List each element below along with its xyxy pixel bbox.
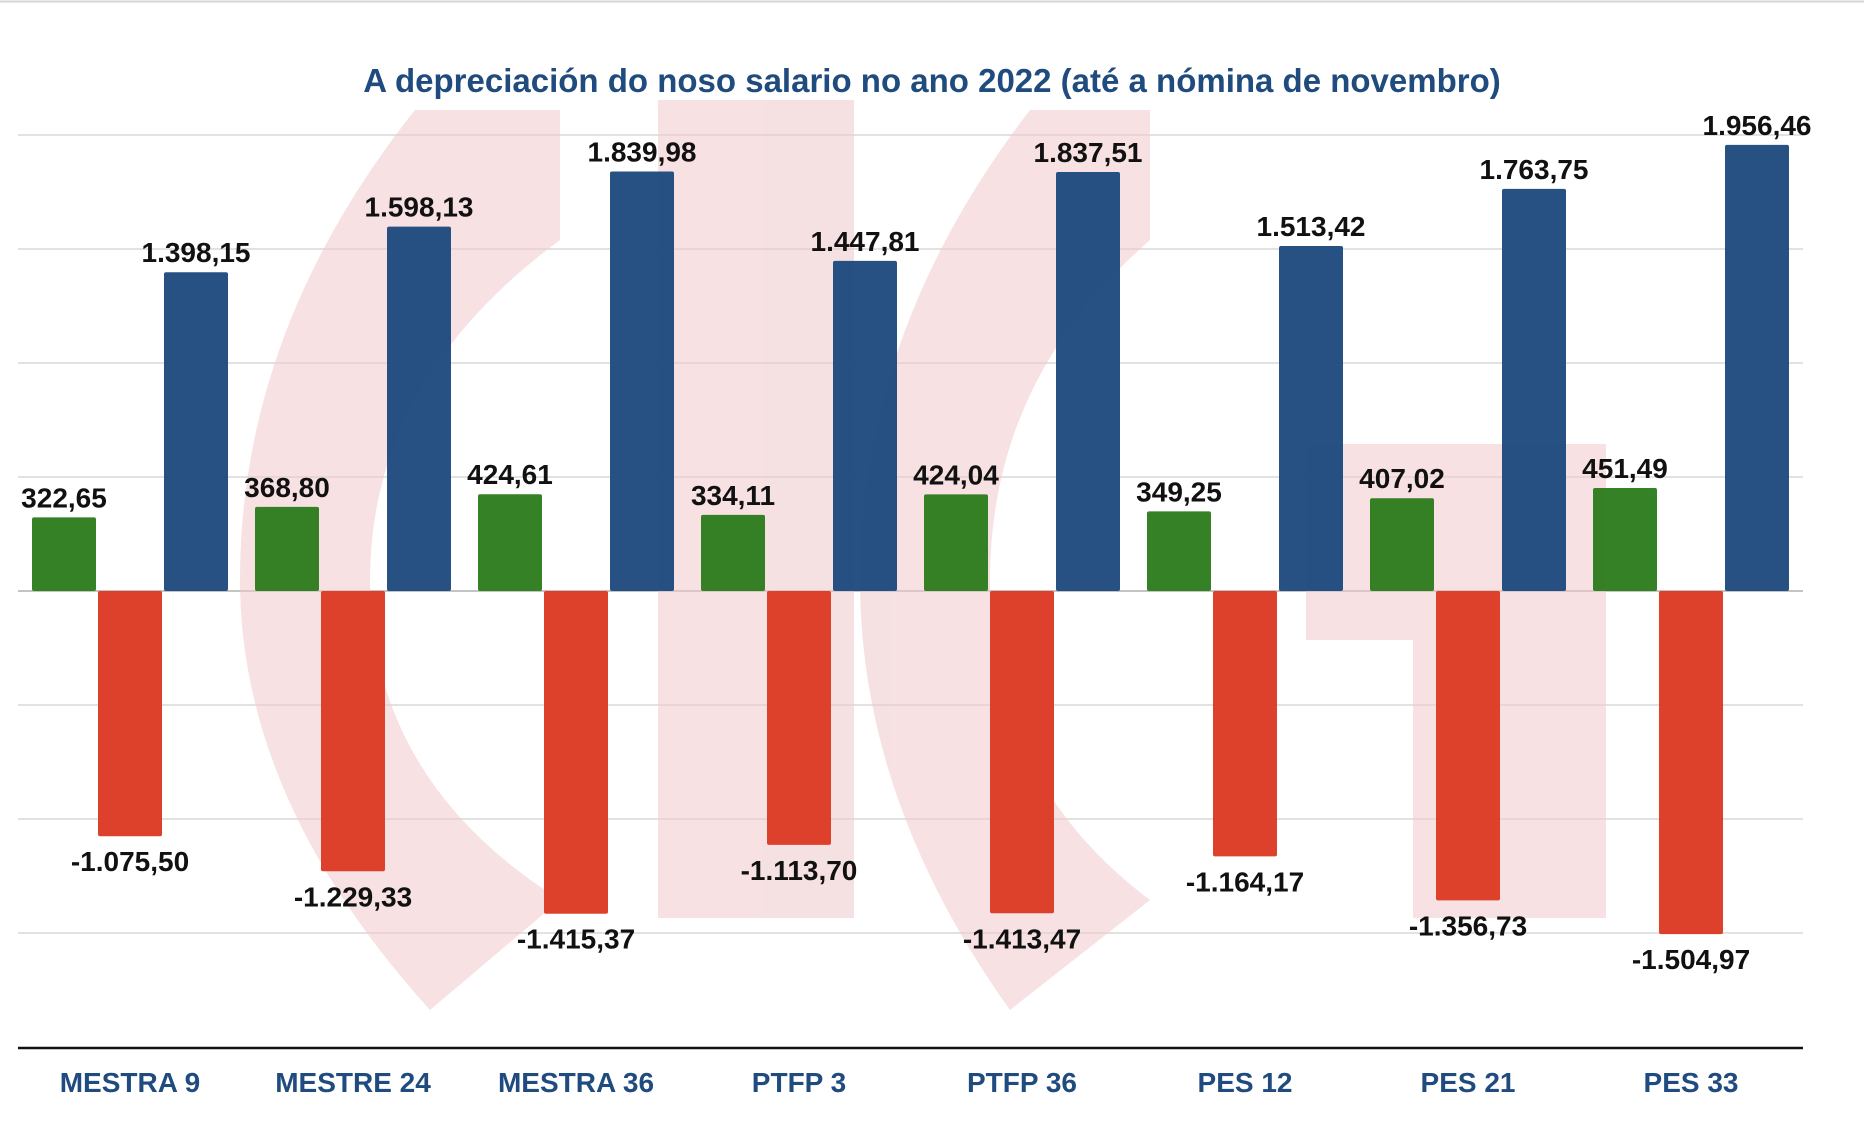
category-label-1: MESTRA 9 bbox=[60, 1067, 201, 1098]
category-label-3: MESTRA 36 bbox=[498, 1067, 654, 1098]
value-label-red-4: -1.113,70 bbox=[741, 855, 858, 886]
value-label-blue-2: 1.598,13 bbox=[365, 192, 474, 223]
bar-green-2 bbox=[255, 506, 319, 591]
bar-red-4 bbox=[767, 591, 831, 845]
value-label-blue-4: 1.447,81 bbox=[811, 226, 920, 257]
bar-blue-8 bbox=[1725, 144, 1789, 591]
value-label-blue-3: 1.839,98 bbox=[588, 136, 697, 167]
category-labels: MESTRA 9 MESTRE 24 MESTRA 36 PTFP 3 PTFP 36 P… bbox=[60, 1067, 1739, 1098]
bar-green-8 bbox=[1593, 488, 1657, 591]
value-label-green-5: 424,04 bbox=[913, 459, 999, 490]
bar-blue-5 bbox=[1056, 172, 1120, 591]
chart-title: A depreciación do noso salario no ano 20… bbox=[363, 62, 1501, 99]
value-label-green-6: 349,25 bbox=[1136, 476, 1222, 507]
bar-red-3 bbox=[544, 591, 608, 914]
bar-red-2 bbox=[321, 591, 385, 872]
value-labels: 322,65 -1.075,50 1.398,15 368,80 -1.229,33 1.… bbox=[21, 110, 1811, 975]
bars bbox=[32, 144, 1789, 935]
value-label-green-7: 407,02 bbox=[1359, 463, 1445, 494]
value-label-green-4: 334,11 bbox=[691, 480, 775, 511]
bar-green-7 bbox=[1370, 498, 1434, 591]
bar-blue-2 bbox=[387, 226, 451, 592]
category-label-8: PES 33 bbox=[1644, 1067, 1739, 1098]
bar-green-5 bbox=[924, 494, 988, 591]
value-label-red-6: -1.164,17 bbox=[1186, 866, 1304, 897]
category-label-5: PTFP 36 bbox=[967, 1067, 1077, 1098]
category-label-4: PTFP 3 bbox=[752, 1067, 846, 1098]
value-label-blue-5: 1.837,51 bbox=[1034, 137, 1143, 168]
bar-blue-6 bbox=[1279, 245, 1343, 591]
bar-red-6 bbox=[1213, 591, 1277, 857]
bar-green-3 bbox=[478, 494, 542, 591]
bar-red-5 bbox=[990, 591, 1054, 914]
value-label-blue-6: 1.513,42 bbox=[1257, 211, 1366, 242]
value-label-red-7: -1.356,73 bbox=[1409, 910, 1527, 941]
bar-red-7 bbox=[1436, 591, 1500, 901]
value-label-blue-8: 1.956,46 bbox=[1703, 110, 1812, 141]
bar-red-8 bbox=[1659, 591, 1723, 935]
value-label-red-5: -1.413,47 bbox=[963, 923, 1081, 954]
category-label-2: MESTRE 24 bbox=[275, 1067, 431, 1098]
value-label-green-1: 322,65 bbox=[21, 482, 107, 513]
bar-blue-1 bbox=[164, 272, 228, 591]
category-label-6: PES 12 bbox=[1198, 1067, 1293, 1098]
value-label-red-1: -1.075,50 bbox=[71, 846, 189, 877]
value-label-red-3: -1.415,37 bbox=[517, 924, 635, 955]
value-label-green-8: 451,49 bbox=[1582, 453, 1668, 484]
bar-blue-7 bbox=[1502, 188, 1566, 592]
value-label-green-3: 424,61 bbox=[467, 459, 553, 490]
category-label-7: PES 21 bbox=[1421, 1067, 1516, 1098]
bar-red-1 bbox=[98, 591, 162, 837]
bar-blue-3 bbox=[610, 171, 674, 591]
value-label-red-8: -1.504,97 bbox=[1632, 944, 1750, 975]
value-label-blue-1: 1.398,15 bbox=[142, 237, 251, 268]
value-label-blue-7: 1.763,75 bbox=[1480, 154, 1589, 185]
bar-green-1 bbox=[32, 517, 96, 591]
value-label-red-2: -1.229,33 bbox=[294, 881, 412, 912]
value-label-green-2: 368,80 bbox=[244, 472, 330, 503]
bar-green-6 bbox=[1147, 511, 1211, 591]
bar-blue-4 bbox=[833, 260, 897, 591]
bar-green-4 bbox=[701, 514, 765, 591]
